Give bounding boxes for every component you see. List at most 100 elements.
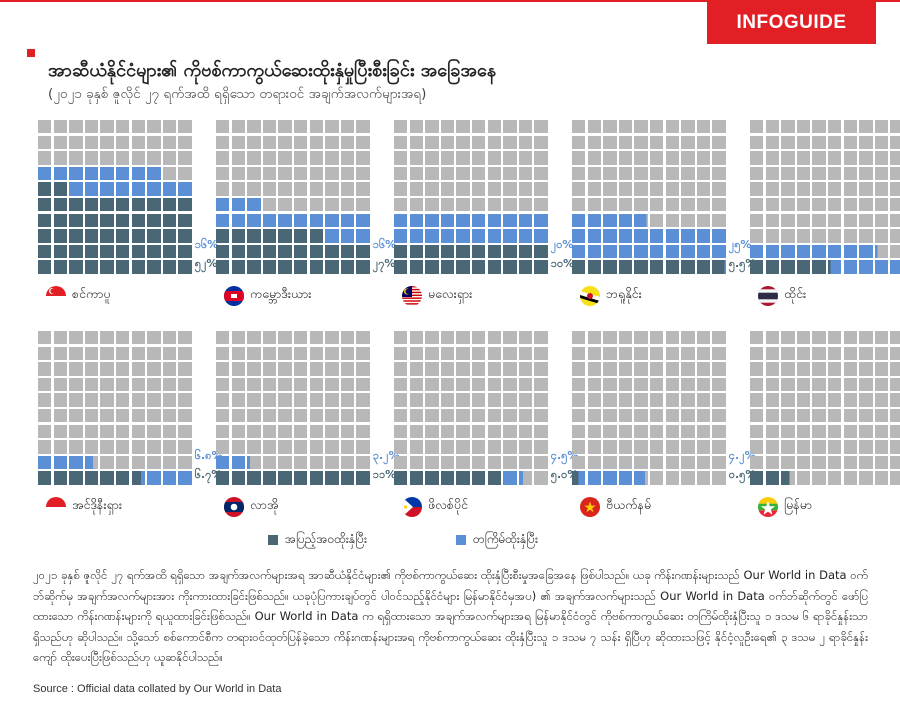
- waffle-cell: [325, 331, 339, 345]
- waffle-cell: [487, 346, 501, 360]
- waffle-cell: [572, 440, 586, 454]
- waffle-cell: [518, 151, 533, 165]
- waffle-cell: [100, 244, 114, 259]
- value-label-fully-vaccinated: ၅၂%: [194, 256, 218, 270]
- waffle-cell: [309, 424, 323, 438]
- waffle-cell: [874, 455, 889, 470]
- waffle-cell: [712, 213, 726, 227]
- waffle-cell: [425, 260, 439, 274]
- waffle-cell: [394, 213, 408, 227]
- waffle-cell: [472, 377, 486, 392]
- country-name: အင်ဒိုနီးရှား: [72, 496, 123, 512]
- waffle-cell: [634, 213, 648, 227]
- waffle-cell: [69, 424, 83, 438]
- waffle-cell: [69, 151, 83, 165]
- waffle-cell: [262, 440, 277, 454]
- waffle-cell: [247, 455, 261, 470]
- waffle-cell: [712, 346, 726, 360]
- value-label-one-dose: ၄.၂%: [728, 448, 756, 462]
- waffle-cell: [518, 424, 533, 438]
- waffle-cell: [440, 213, 455, 227]
- waffle-cell: [518, 260, 533, 274]
- waffle-cell: [587, 424, 601, 438]
- waffle-cell: [116, 229, 130, 243]
- waffle-cell: [572, 198, 586, 212]
- waffle-cell: [765, 362, 779, 376]
- waffle-cell: [618, 135, 633, 149]
- waffle-cell: [828, 424, 842, 438]
- waffle-cell: [278, 377, 292, 392]
- waffle-cell: [69, 198, 83, 212]
- waffle-cell: [681, 331, 695, 345]
- waffle-cell: [487, 455, 501, 470]
- waffle-cell: [425, 182, 439, 196]
- waffle-cell: [84, 244, 99, 259]
- waffle-cell: [503, 455, 517, 470]
- waffle-cell: [487, 151, 501, 165]
- waffle-cell: [178, 120, 192, 134]
- waffle-cell: [262, 151, 277, 165]
- waffle-cell: [650, 377, 664, 392]
- brunei-flag-icon: [580, 285, 600, 306]
- waffle-cell: [394, 393, 408, 407]
- waffle-cell: [162, 166, 177, 181]
- waffle-cell: [812, 244, 826, 259]
- waffle-cell: [472, 229, 486, 243]
- waffle-cell: [874, 213, 889, 227]
- waffle-cell: [650, 440, 664, 454]
- waffle-cell: [503, 362, 517, 376]
- waffle-cell: [53, 455, 67, 470]
- waffle-cell: [572, 135, 586, 149]
- waffle-cell: [409, 260, 423, 274]
- waffle-cell: [796, 424, 811, 438]
- waffle-cell: [356, 377, 370, 392]
- waffle-cell: [781, 393, 795, 407]
- waffle-cell: [587, 229, 601, 243]
- waffle-cell: [309, 120, 323, 134]
- waffle-cell: [650, 229, 664, 243]
- waffle-cell: [294, 244, 308, 259]
- waffle-cell: [828, 471, 842, 485]
- country-name: ဘရူနိုင်း: [606, 285, 642, 301]
- waffle-cell: [216, 362, 230, 376]
- waffle-cell: [100, 346, 114, 360]
- waffle-cell: [356, 166, 370, 181]
- waffle-cell: [84, 151, 99, 165]
- waffle-cell: [712, 120, 726, 134]
- waffle-cell: [309, 198, 323, 212]
- waffle-cell: [603, 166, 617, 181]
- waffle-cell: [325, 120, 339, 134]
- waffle-cell: [587, 393, 601, 407]
- waffle-cell: [634, 198, 648, 212]
- waffle-cell: [681, 198, 695, 212]
- waffle-cell: [147, 120, 161, 134]
- waffle-cell: [247, 471, 261, 485]
- waffle-cell: [781, 229, 795, 243]
- waffle-cell: [247, 440, 261, 454]
- waffle-cell: [394, 440, 408, 454]
- waffle-cell: [216, 331, 230, 345]
- waffle-cell: [518, 440, 533, 454]
- waffle-cell: [587, 471, 601, 485]
- waffle-cell: [409, 166, 423, 181]
- waffle-cell: [309, 377, 323, 392]
- waffle-cell: [325, 260, 339, 274]
- waffle-cell: [634, 166, 648, 181]
- waffle-cell: [262, 166, 277, 181]
- waffle-cell: [216, 455, 230, 470]
- waffle-cell: [750, 424, 764, 438]
- waffle-cell: [325, 346, 339, 360]
- waffle-cell: [812, 424, 826, 438]
- waffle-cell: [294, 393, 308, 407]
- waffle-cell: [618, 213, 633, 227]
- waffle-cell: [781, 346, 795, 360]
- waffle-cell: [84, 331, 99, 345]
- waffle-cell: [247, 166, 261, 181]
- waffle-cell: [425, 424, 439, 438]
- waffle-cell: [472, 455, 486, 470]
- waffle-cell: [712, 244, 726, 259]
- waffle-cell: [665, 424, 679, 438]
- waffle-cell: [828, 244, 842, 259]
- waffle-cell: [162, 409, 177, 423]
- waffle-cell: [216, 471, 230, 485]
